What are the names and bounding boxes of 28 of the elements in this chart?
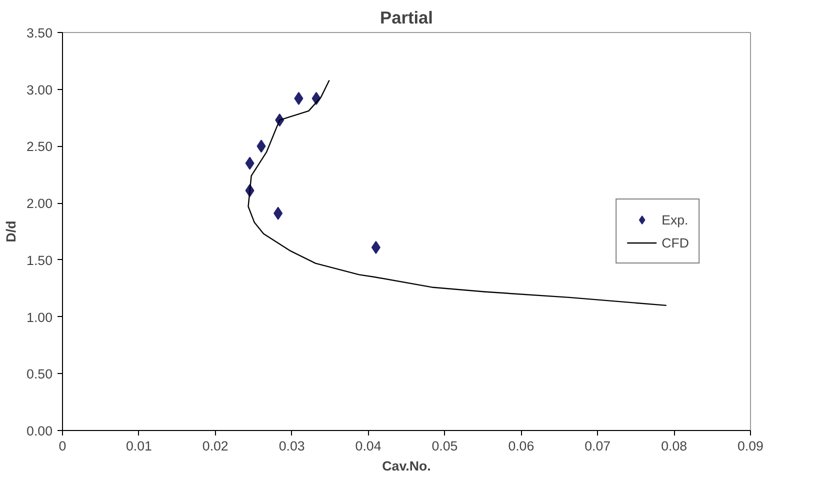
point <box>274 206 283 220</box>
point <box>371 240 380 254</box>
point <box>245 156 254 170</box>
x-axis-title: Cav.No. <box>382 458 431 474</box>
point <box>294 92 304 105</box>
legend-label: Exp. <box>662 212 688 227</box>
y-tick-label: 2.50 <box>26 139 53 154</box>
chart-title: Partial <box>380 8 433 28</box>
y-tick-label: 1.00 <box>26 310 53 325</box>
y-tick-label: 0.50 <box>26 366 53 382</box>
y-tick-label: 1.50 <box>26 252 53 268</box>
x-tick-label: 0 <box>58 438 66 454</box>
y-tick-label: 0.00 <box>26 424 53 438</box>
x-tick-label: 0.08 <box>661 438 688 454</box>
x-tick-label: 0.05 <box>432 438 458 454</box>
point <box>256 140 266 153</box>
x-tick-label: 0.02 <box>202 438 228 454</box>
y-axis-title: D/d <box>4 220 19 242</box>
x-tick-label: 0.01 <box>126 438 152 454</box>
legend-label: CFD <box>662 235 689 250</box>
y-tick-label: 3.50 <box>26 26 53 40</box>
y-tick-label: 3.00 <box>26 82 53 98</box>
x-tick-label: 0.03 <box>278 438 305 454</box>
x-tick-label: 0.06 <box>508 438 534 454</box>
y-tick-label: 2.00 <box>26 196 53 212</box>
x-tick-label: 0.04 <box>355 438 382 454</box>
x-tick-label: 0.09 <box>738 438 764 454</box>
x-tick-label: 0.07 <box>584 438 611 454</box>
